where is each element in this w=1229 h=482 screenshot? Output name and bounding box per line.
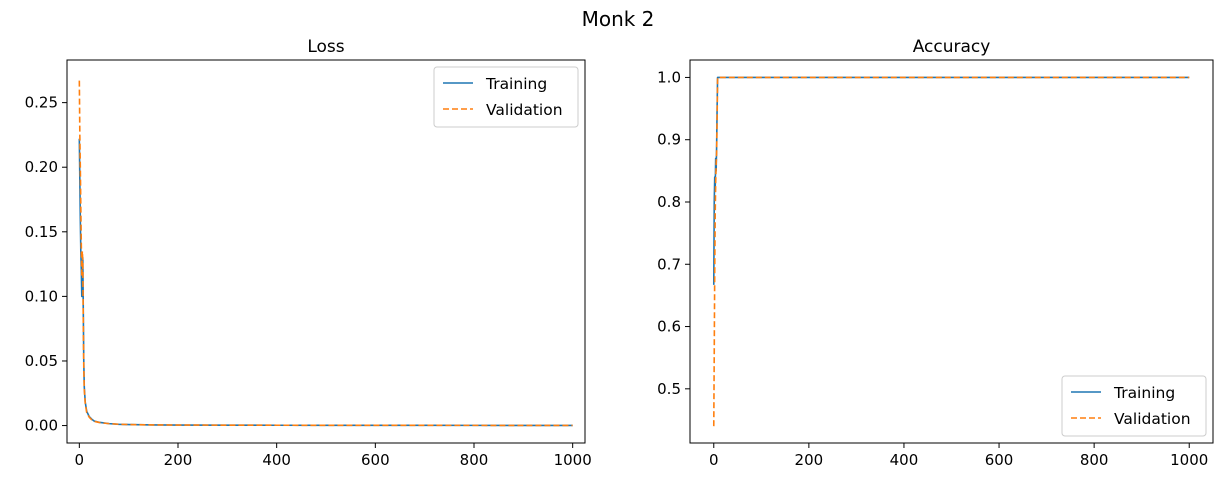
loss-legend-box: [433, 66, 579, 128]
loss-legend-validation-label: Validation: [486, 101, 563, 119]
accuracy-legend-validation-label: Validation: [1114, 410, 1191, 428]
accuracy-x-tick-label: 800: [1080, 451, 1109, 469]
accuracy-y-tick-label: 0.6: [657, 318, 681, 336]
loss-x-tick-label: 800: [460, 451, 489, 469]
loss-training-line: [78, 138, 573, 427]
loss-x-tick-label: 200: [164, 451, 193, 469]
figure-title: Monk 2: [582, 7, 655, 31]
accuracy-y-tick-label: 1.0: [657, 68, 681, 86]
loss-x-tick-label: 0: [75, 451, 85, 469]
accuracy-x-tick-label: 1000: [1170, 451, 1208, 469]
accuracy-legend-box: [1061, 375, 1207, 437]
accuracy-y-tick-label: 0.5: [657, 380, 681, 398]
accuracy-legend-training-label: Training: [1113, 384, 1175, 402]
loss-y-tick-label: 0.20: [25, 158, 58, 176]
accuracy-series-group: [712, 76, 1190, 427]
loss-title: Loss: [307, 37, 344, 57]
loss-x-tick-label: 1000: [554, 451, 592, 469]
accuracy-training-line: [712, 76, 1190, 285]
loss-x-tick-label: 600: [361, 451, 390, 469]
accuracy-y-tick-label: 0.9: [657, 131, 681, 149]
accuracy-x-tick-label: 0: [709, 451, 719, 469]
loss-legend: Training Validation: [433, 66, 579, 128]
loss-x-tick-label: 400: [262, 451, 291, 469]
loss-y-tick-label: 0.15: [25, 223, 58, 241]
accuracy-y-tick-label: 0.7: [657, 255, 681, 273]
loss-series-group: [78, 80, 573, 427]
accuracy-x-tick-label: 200: [795, 451, 824, 469]
loss-legend-training-label: Training: [485, 75, 547, 93]
loss-y-tick-label: 0.05: [25, 352, 58, 370]
loss-y-tick-label: 0.10: [25, 287, 58, 305]
loss-y-tick-label: 0.00: [25, 417, 58, 435]
accuracy-legend: Training Validation: [1061, 375, 1207, 437]
accuracy-y-tick-label: 0.8: [657, 193, 681, 211]
loss-axes-frame: [66, 59, 586, 444]
loss-panel: Loss 0 200 400 600 800 1000 0.00 0.05 0.10 0.15 0.2…: [25, 37, 592, 469]
accuracy-title: Accuracy: [913, 37, 991, 57]
accuracy-panel: Accuracy 0 200 400 600 800 1000 0.5 0.6 0.7 0.8 0.9…: [657, 37, 1214, 469]
accuracy-axes-frame: [689, 59, 1214, 444]
loss-y-tick-label: 0.25: [25, 94, 58, 112]
accuracy-x-tick-label: 400: [890, 451, 919, 469]
accuracy-x-tick-label: 600: [985, 451, 1014, 469]
